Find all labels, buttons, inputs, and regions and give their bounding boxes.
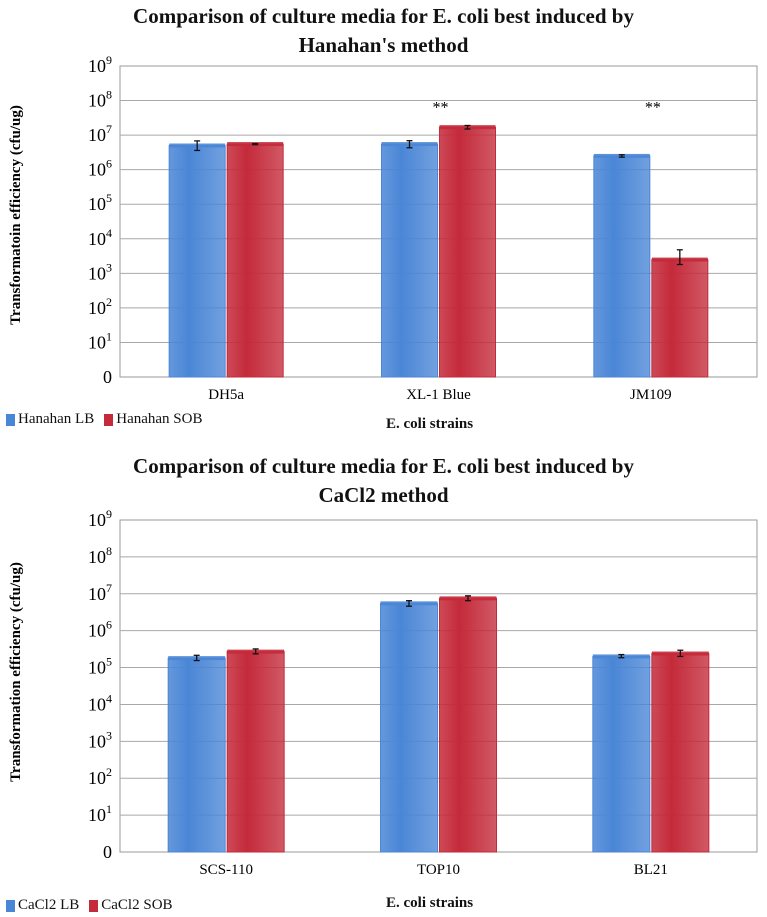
legend-item-sob: CaCl2 SOB: [89, 897, 173, 914]
y-tick-label: 102: [88, 765, 112, 788]
plot-area: [119, 519, 758, 853]
bar: [380, 602, 438, 853]
bar: [226, 143, 284, 378]
bar: [167, 657, 226, 853]
bar: [592, 655, 651, 853]
bar: [439, 597, 497, 853]
chart-title-line-1: Comparison of culture media for E. coli …: [133, 454, 634, 478]
bar: [439, 126, 496, 378]
legend-item-lb: CaCl2 LB: [6, 897, 79, 914]
y-tick-label: 0: [103, 842, 112, 862]
legend-swatch-lb: [6, 899, 15, 912]
y-tick-label: 0: [103, 367, 112, 387]
legend-label-sob: Hanahan SOB: [116, 411, 203, 427]
x-tick-label: BL21: [634, 862, 668, 878]
y-tick-label: 103: [88, 260, 112, 283]
y-tick-label: 105: [88, 191, 112, 214]
bar: [651, 259, 709, 378]
y-tick-label: 106: [88, 618, 112, 641]
x-axis-title: E. coli strains: [386, 416, 474, 432]
significance-annotation: **: [645, 100, 661, 117]
x-axis-title: E. coli strains: [386, 895, 474, 911]
hanahan-chart-panel: Comparison of culture media for E. coli …: [0, 0, 767, 445]
legend-label-sob: CaCl2 SOB: [101, 897, 173, 913]
y-tick-label: 107: [88, 581, 112, 604]
plot-area: [119, 65, 758, 378]
legend-item-lb: Hanahan LB: [6, 411, 94, 428]
chart-title: Comparison of culture media for E. coli …: [0, 452, 767, 510]
chart-title-line-2: CaCl2 method: [318, 483, 449, 507]
hanahan-bar-chart: 109 108 107 106 105 104 103 102 101 0 Transformato…: [8, 53, 758, 403]
y-tick-label: 105: [88, 655, 112, 678]
x-tick-label: DH5a: [208, 387, 244, 403]
legend-item-sob: Hanahan SOB: [104, 411, 202, 428]
bar: [593, 155, 651, 378]
bar: [226, 651, 285, 853]
y-tick-label: 106: [88, 157, 112, 180]
legend-swatch-lb: [6, 413, 15, 426]
x-tick-label: TOP10: [417, 862, 460, 878]
y-tick-label: 108: [88, 88, 112, 111]
y-tick-label: 107: [88, 122, 112, 145]
y-axis-title: Transformation efficiency (cfu/ug): [8, 562, 24, 782]
chart-legend: Hanahan LB Hanahan SOB: [6, 411, 212, 428]
bar: [381, 143, 438, 378]
y-axis-title: Transformatoin efficiency (cfu/ug): [8, 105, 24, 325]
legend-swatch-sob: [104, 413, 114, 426]
chart-title-line-2: Hanahan's method: [298, 33, 469, 57]
legend-label-lb: Hanahan LB: [18, 411, 95, 427]
y-tick-label: 104: [88, 691, 112, 714]
y-tick-label: 102: [88, 295, 112, 318]
y-tick-label: 104: [88, 226, 112, 249]
legend-label-lb: CaCl2 LB: [18, 897, 80, 913]
cacl2-bar-chart: 109 108 107 106 105 104 103 102 101 0 Transformati…: [8, 507, 758, 878]
y-tick-label: 101: [88, 329, 112, 352]
legend-swatch-sob: [89, 899, 99, 912]
chart-legend: CaCl2 LB CaCl2 SOB: [6, 897, 183, 914]
significance-annotation: **: [433, 100, 449, 117]
y-tick-label: 109: [88, 53, 112, 76]
bar: [651, 653, 710, 853]
y-tick-label: 109: [88, 507, 112, 530]
bar: [168, 145, 226, 378]
y-tick-label: 103: [88, 728, 112, 751]
y-tick-label: 108: [88, 544, 112, 567]
cacl2-chart-panel: Comparison of culture media for E. coli …: [0, 450, 767, 917]
chart-title: Comparison of culture media for E. coli …: [0, 2, 767, 60]
x-tick-label: SCS-110: [199, 862, 253, 878]
x-tick-label: JM109: [630, 387, 672, 403]
y-tick-label: 101: [88, 802, 112, 825]
x-tick-label: XL-1 Blue: [406, 387, 471, 403]
chart-title-line-1: Comparison of culture media for E. coli …: [133, 4, 634, 28]
